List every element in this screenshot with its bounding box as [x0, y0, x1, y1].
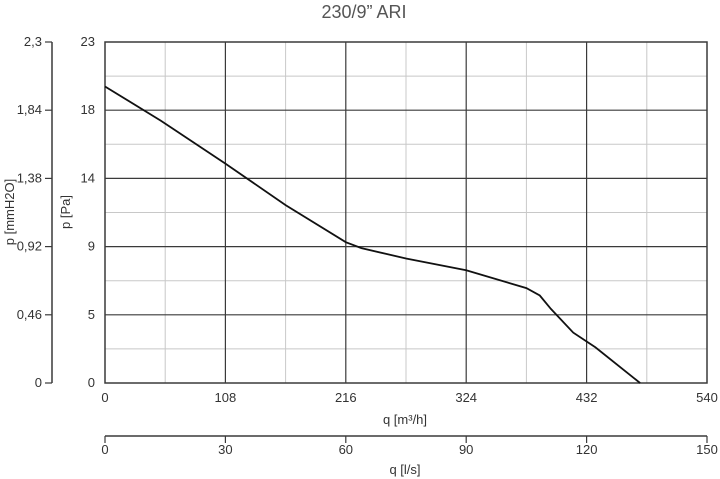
y-tick-label: 9	[88, 239, 95, 254]
x-tick-label: 0	[101, 390, 108, 405]
y2-tick-label: 1,84	[17, 102, 42, 117]
y-axis-ticks: 0 5 9 14 18 23	[81, 34, 95, 390]
y2-tick-label: 1,38	[17, 170, 42, 185]
series-line	[104, 85, 641, 384]
y2-tick-label: 0,46	[17, 307, 42, 322]
y-tick-label: 0	[88, 375, 95, 390]
y2-axis-label: p [mmH2O]	[2, 179, 17, 245]
x-axis-label: q [m³/h]	[383, 412, 427, 427]
minor-gridlines	[105, 42, 707, 383]
y-tick-label: 5	[88, 307, 95, 322]
x2-tick-label: 30	[218, 442, 232, 457]
secondary-x-axis: 0 30 60 90 120 150	[101, 435, 718, 457]
x-tick-label: 324	[455, 390, 477, 405]
y-tick-label: 14	[81, 170, 95, 185]
x-tick-label: 432	[576, 390, 598, 405]
y2-tick-label: 2,3	[24, 34, 42, 49]
major-gridlines	[105, 42, 707, 383]
x2-tick-label: 120	[576, 442, 598, 457]
x2-tick-label: 0	[101, 442, 108, 457]
y-tick-label: 18	[81, 102, 95, 117]
x-tick-label: 540	[696, 390, 718, 405]
y2-tick-label: 0,92	[17, 239, 42, 254]
x2-tick-label: 60	[339, 442, 353, 457]
x2-tick-label: 150	[696, 442, 718, 457]
x-tick-label: 108	[215, 390, 237, 405]
y-axis-label: p [Pa]	[58, 195, 73, 229]
x2-axis-label: q [l/s]	[389, 462, 420, 477]
x2-tick-label: 90	[459, 442, 473, 457]
x-tick-label: 216	[335, 390, 357, 405]
y2-tick-label: 0	[35, 375, 42, 390]
x-axis-ticks: 0 108 216 324 432 540	[101, 390, 717, 405]
plot-frame	[104, 41, 708, 384]
chart-title: 230/9” ARI	[321, 2, 406, 22]
secondary-y-axis: 0 0,46 0,92 1,38 1,84 2,3	[17, 34, 53, 390]
y-tick-label: 23	[81, 34, 95, 49]
